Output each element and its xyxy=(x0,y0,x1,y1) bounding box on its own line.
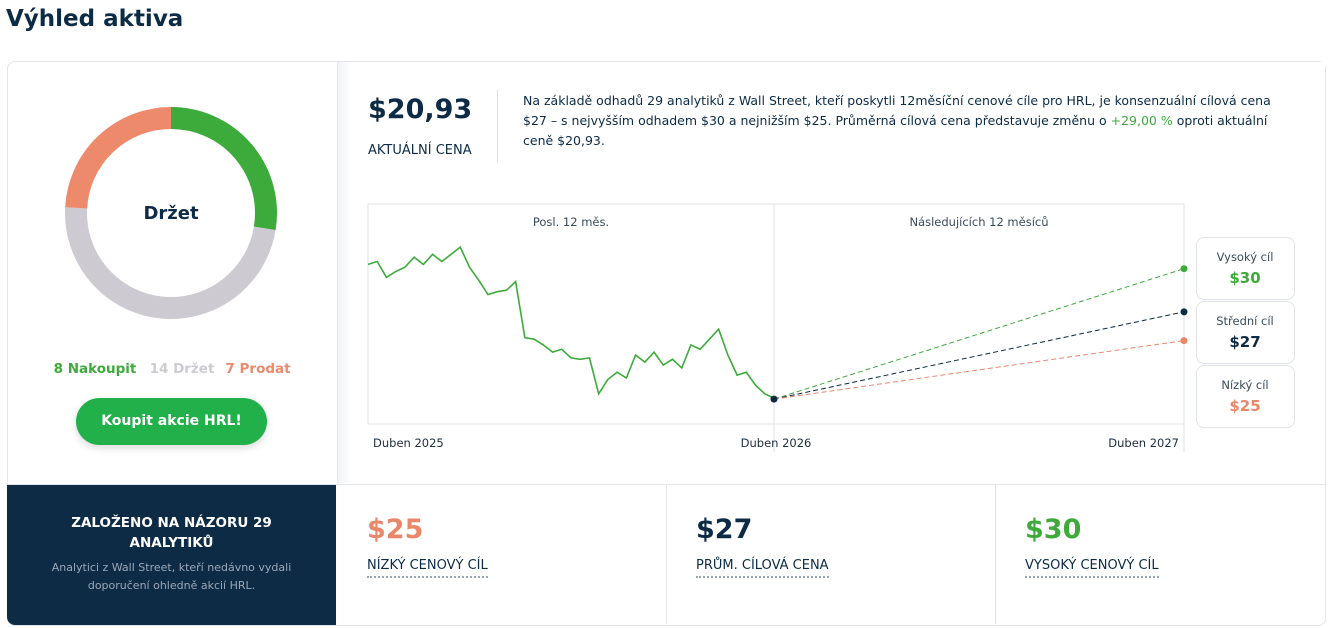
price-label: AKTUÁLNÍ CENA xyxy=(368,143,472,158)
card-value: $25 xyxy=(367,514,424,545)
target-box xyxy=(1196,301,1295,364)
buy-button[interactable]: Koupit akcie HRL! xyxy=(76,398,267,445)
x-tick-label: Duben 2025 xyxy=(373,436,444,450)
plot-frame xyxy=(367,203,1185,425)
current-price: $20,93 xyxy=(368,94,473,125)
target-dot xyxy=(1180,265,1188,273)
card-label: NÍZKÝ CENOVÝ CÍL xyxy=(367,558,488,578)
target-projection xyxy=(773,311,1185,400)
donut-center-label: Držet xyxy=(143,203,199,224)
page-title: Výhled aktiva xyxy=(6,6,184,32)
basis-title: ZALOŽENO NA NÁZORU 29 ANALYTIKŮ xyxy=(71,515,272,551)
right-panel xyxy=(337,62,1325,483)
legend-item: 7 Prodat xyxy=(225,361,291,377)
donut-segment xyxy=(170,107,277,231)
legend-item: 14 Držet xyxy=(150,361,215,377)
target-value: $30 xyxy=(1229,269,1260,287)
period-label: Posl. 12 měs. xyxy=(533,215,609,229)
basis-text: Analytici z Wall Street, kteří nedávno v… xyxy=(51,561,292,592)
divider xyxy=(666,485,667,624)
summary-text: oproti aktuální ceně $20,93. xyxy=(523,113,1268,148)
card-value: $27 xyxy=(696,514,753,545)
x-tick-label: Duben 2026 xyxy=(741,436,812,450)
target-box xyxy=(1196,237,1295,300)
price-line xyxy=(367,245,775,399)
target-name: Vysoký cíl xyxy=(1217,250,1274,264)
target-dot xyxy=(1180,337,1188,345)
x-tick-label: Duben 2027 xyxy=(1108,436,1179,450)
summary-text: Na základě odhadů 29 analytiků z Wall St… xyxy=(523,93,1271,128)
basis-box: ZALOŽENO NA NÁZORU 29 ANALYTIKŮ Analytic… xyxy=(7,485,336,625)
donut-segment xyxy=(65,207,276,319)
divider xyxy=(7,484,1325,485)
target-dot xyxy=(1180,308,1188,316)
separator xyxy=(497,90,498,162)
current-dot xyxy=(770,395,778,403)
card-label: PRŮM. CÍLOVÁ CENA xyxy=(696,558,829,578)
summary-change: +29,00 % xyxy=(1110,113,1173,128)
target-projection xyxy=(773,340,1185,400)
donut-segment xyxy=(65,107,172,209)
legend-item: 8 Nakoupit xyxy=(54,361,137,377)
target-value: $27 xyxy=(1229,333,1260,351)
target-box xyxy=(1196,365,1295,428)
summary: Na základě odhadů 29 analytiků z Wall St… xyxy=(523,91,1293,151)
divider xyxy=(995,485,996,624)
target-value: $25 xyxy=(1229,397,1260,415)
target-name: Nízký cíl xyxy=(1221,378,1268,392)
target-name: Střední cíl xyxy=(1216,314,1274,328)
card-label: VYSOKÝ CENOVÝ CÍL xyxy=(1025,558,1159,578)
target-projection xyxy=(773,268,1185,400)
panel xyxy=(7,61,1326,626)
card-value: $30 xyxy=(1025,514,1082,545)
period-label: Následujících 12 měsíců xyxy=(909,215,1048,229)
